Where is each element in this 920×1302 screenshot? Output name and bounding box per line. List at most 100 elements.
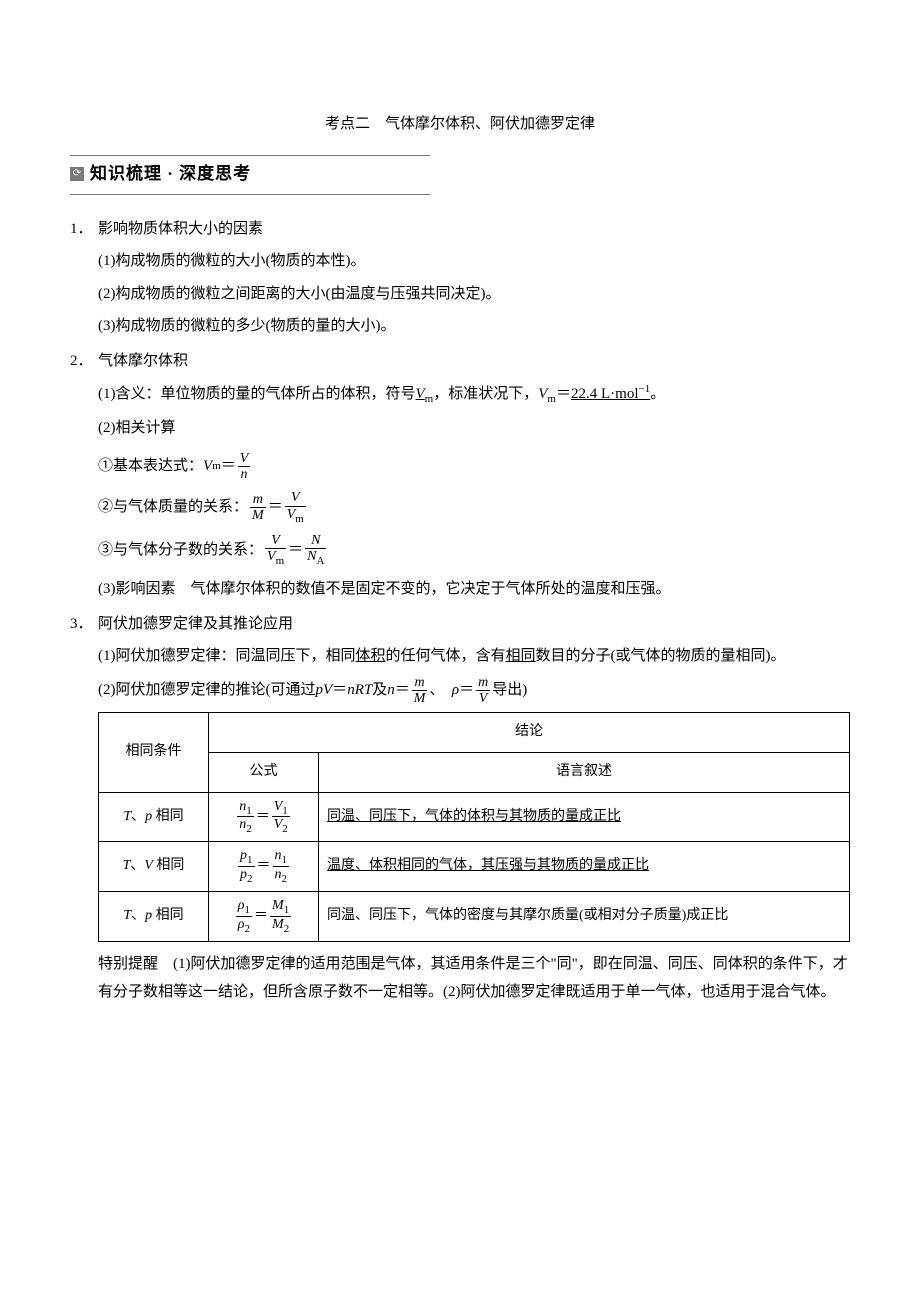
th-desc: 语言叙述 <box>319 752 850 792</box>
s3-p2-e2l: n <box>387 676 395 705</box>
table-row: T、p 相同n1n2＝V1V2同温、同压下，气体的体积与其物质的量成正比 <box>99 792 850 842</box>
s3-p2-e2eq: ＝ <box>395 676 410 705</box>
s3-p1-b: 的任何气体，含有 <box>386 648 506 664</box>
s3-p1-u1: 体积 <box>356 648 386 664</box>
s3-p2-e2d: M <box>412 691 428 706</box>
s2-p1-exp: −1 <box>639 383 651 395</box>
s2-eq1-lhs-sub: m <box>212 456 221 477</box>
s3-p2-e3l: ρ <box>452 676 459 705</box>
s3-p2-e1eq: ＝ <box>332 676 347 705</box>
header-rule-bottom <box>70 194 430 195</box>
section-3-body: (1)阿伏加德罗定律：同温同压下，相同体积的任何气体，含有相同数目的分子(或气体… <box>70 642 850 1007</box>
section-header: ⟳ 知识梳理 · 深度思考 <box>70 155 430 195</box>
s2-p1-a: (1)含义：单位物质的量的气体所占的体积，符号 <box>98 386 416 402</box>
s2-p1-b: ，标准状况下， <box>433 386 538 402</box>
section-2-body: (1)含义：单位物质的量的气体所占的体积，符号Vm，标准状况下，Vm＝22.4 … <box>70 379 850 603</box>
s2-eq3-lds: V <box>267 549 276 564</box>
table-row: T、p 相同ρ1ρ2＝M1M2同温、同压下，气体的密度与其摩尔质量(或相对分子质… <box>99 892 850 942</box>
topic-title: 考点二 气体摩尔体积、阿伏加德罗定律 <box>70 110 850 139</box>
section-3-heading: 3． 阿伏加德罗定律及其推论应用 <box>70 610 850 639</box>
s2-p2: (2)相关计算 <box>98 414 850 443</box>
s2-eq2-rds: V <box>287 507 296 522</box>
s3-p2-a: (2)阿伏加德罗定律的推论(可通过 <box>98 676 316 705</box>
s2-eq2-eq: ＝ <box>268 493 283 522</box>
section-2-number: 2． <box>70 347 98 376</box>
s2-eq3-label: ③与气体分子数的关系： <box>98 536 263 565</box>
section-1-heading: 1． 影响物质体积大小的因素 <box>70 215 850 244</box>
s2-eq2-label: ②与气体质量的关系： <box>98 493 248 522</box>
s2-eq2-rfrac: VVm <box>285 490 306 524</box>
s2-p1-sub: m <box>425 393 434 405</box>
table-row: T、V 相同p1p2＝n1n2温度、体积相同的气体，其压强与其物质的量成正比 <box>99 842 850 892</box>
section-3-number: 3． <box>70 610 98 639</box>
s2-eq1-lhs: V <box>203 452 212 481</box>
s2-p1-sym: V <box>416 386 425 402</box>
s2-eq2-rdsub: m <box>295 513 304 525</box>
s3-p1-c: 数目的分子(或气体的物质的量相同)。 <box>536 648 786 664</box>
section-1-body: (1)构成物质的微粒的大小(物质的本性)。 (2)构成物质的微粒之间距离的大小(… <box>70 247 850 341</box>
s2-eq1-num: V <box>238 451 251 467</box>
cell-formula: n1n2＝V1V2 <box>209 792 319 842</box>
s3-p2-and: 及 <box>372 676 387 705</box>
s2-eq1-eq: ＝ <box>221 452 236 481</box>
s2-eq3-rdsub: A <box>317 555 325 567</box>
s2-eq1-den: n <box>238 467 251 482</box>
s3-p2-e2frac: mM <box>412 675 428 707</box>
th-formula: 公式 <box>209 752 319 792</box>
th-result: 结论 <box>209 713 850 753</box>
cell-condition: T、p 相同 <box>99 892 209 942</box>
s3-p2: (2)阿伏加德罗定律的推论(可通过 pV＝nRT 及 n＝ mM 、 ρ＝ mV… <box>98 675 850 707</box>
cell-description: 温度、体积相同的气体，其压强与其物质的量成正比 <box>319 842 850 892</box>
s2-eq3-rds: N <box>307 549 316 564</box>
s2-p1-eq: ＝ <box>556 386 571 402</box>
s2-eq1: ①基本表达式： Vm＝ Vn <box>98 451 850 483</box>
s3-p1-u2: 相同 <box>506 648 536 664</box>
section-2-heading: 2． 气体摩尔体积 <box>70 347 850 376</box>
s2-eq2-lfrac: mM <box>250 492 266 524</box>
cell-condition: T、V 相同 <box>99 842 209 892</box>
cell-formula: ρ1ρ2＝M1M2 <box>209 892 319 942</box>
cell-condition: T、p 相同 <box>99 792 209 842</box>
s2-p1-end: 。 <box>650 386 665 402</box>
s3-p2-e3n: m <box>476 675 490 691</box>
section-1-number: 1． <box>70 215 98 244</box>
s2-p1: (1)含义：单位物质的量的气体所占的体积，符号Vm，标准状况下，Vm＝22.4 … <box>98 379 850 410</box>
s2-eq2: ②与气体质量的关系： mM ＝ VVm <box>98 490 850 524</box>
s2-eq2-ld: M <box>250 508 266 523</box>
s3-p2-sep: 、 <box>429 676 452 705</box>
s3-p2-e3frac: mV <box>476 675 490 707</box>
cell-description: 同温、同压下，气体的密度与其摩尔质量(或相对分子质量)成正比 <box>319 892 850 942</box>
s2-eq3-rn: N <box>305 533 326 549</box>
section-3-title: 阿伏加德罗定律及其推论应用 <box>98 610 293 639</box>
s2-p1-val: 22.4 L·mol <box>571 386 639 402</box>
s3-p2-e3eq: ＝ <box>459 676 474 705</box>
s2-eq2-ln: m <box>250 492 266 508</box>
special-note: 特别提醒 (1)阿伏加德罗定律的适用范围是气体，其适用条件是三个"同"，即在同温… <box>98 950 850 1007</box>
cell-description: 同温、同压下，气体的体积与其物质的量成正比 <box>319 792 850 842</box>
s2-eq1-frac: Vn <box>238 451 251 483</box>
s3-p1-a: (1)阿伏加德罗定律：同温同压下，相同 <box>98 648 356 664</box>
s2-eq3-rfrac: NNA <box>305 533 326 567</box>
s2-p1-sub2: m <box>547 393 556 405</box>
s3-p2-e3d: V <box>476 691 490 706</box>
s2-eq3-ldsub: m <box>276 555 285 567</box>
s2-eq3-ln: V <box>265 533 286 549</box>
corollary-table: 相同条件 结论 公式 语言叙述 T、p 相同n1n2＝V1V2同温、同压下，气体… <box>98 712 850 942</box>
cell-formula: p1p2＝n1n2 <box>209 842 319 892</box>
s2-eq2-rn: V <box>285 490 306 506</box>
clock-icon: ⟳ <box>70 167 84 181</box>
s3-p2-e1l: pV <box>316 676 333 705</box>
s3-p1: (1)阿伏加德罗定律：同温同压下，相同体积的任何气体，含有相同数目的分子(或气体… <box>98 642 850 671</box>
s1-p3: (3)构成物质的微粒的多少(物质的量的大小)。 <box>98 312 850 341</box>
s3-p2-e2n: m <box>412 675 428 691</box>
section-1-title: 影响物质体积大小的因素 <box>98 215 263 244</box>
s2-eq3: ③与气体分子数的关系： VVm ＝ NNA <box>98 533 850 567</box>
s2-eq3-lfrac: VVm <box>265 533 286 567</box>
s2-eq1-label: ①基本表达式： <box>98 452 203 481</box>
s1-p1: (1)构成物质的微粒的大小(物质的本性)。 <box>98 247 850 276</box>
s2-p3: (3)影响因素 气体摩尔体积的数值不是固定不变的，它决定于气体所处的温度和压强。 <box>98 575 850 604</box>
s3-p2-b: 导出) <box>492 676 527 705</box>
section-header-text: 知识梳理 · 深度思考 <box>90 158 251 190</box>
th-cond: 相同条件 <box>99 713 209 792</box>
s1-p2: (2)构成物质的微粒之间距离的大小(由温度与压强共同决定)。 <box>98 280 850 309</box>
